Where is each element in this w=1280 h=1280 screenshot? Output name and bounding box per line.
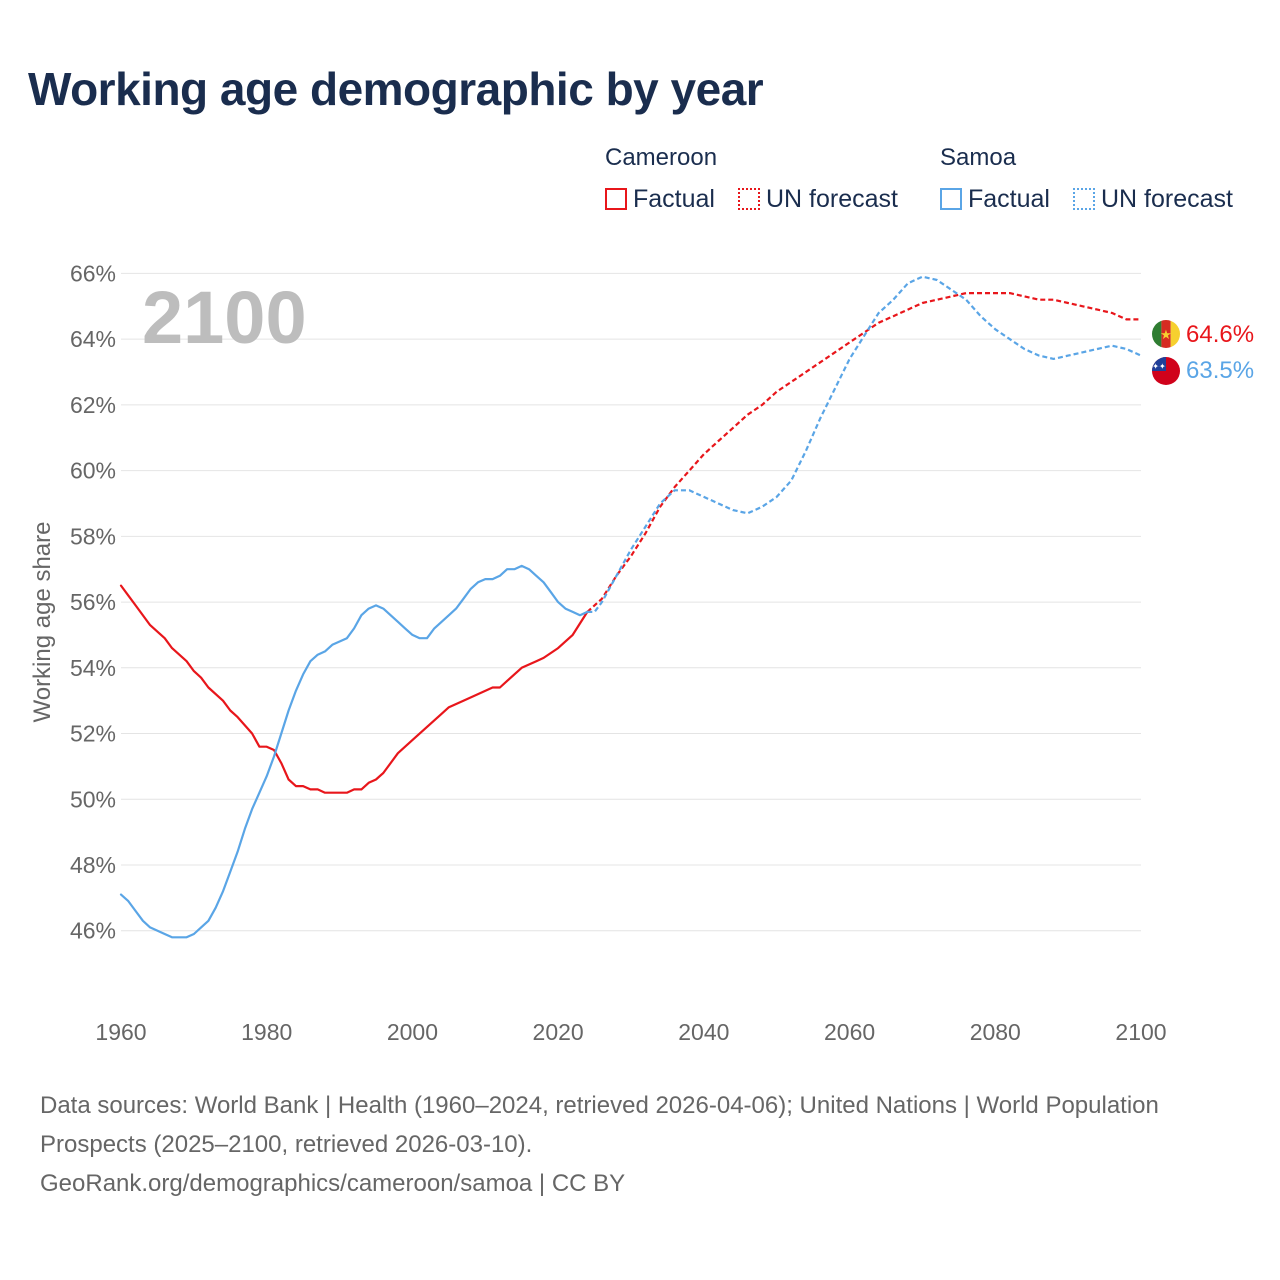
x-tick-label: 2000 bbox=[387, 1019, 438, 1045]
y-tick-label: 52% bbox=[70, 721, 116, 747]
line-chart: 46% 48% 50% 52% 54% 56% 58% 60% 62% 64% 66% 1960 198… bbox=[29, 260, 1254, 1045]
y-axis-label: Working age share bbox=[29, 522, 56, 723]
svg-text:★: ★ bbox=[1160, 328, 1172, 343]
x-tick-label: 1960 bbox=[95, 1019, 146, 1045]
samoa-end-label: 63.5% bbox=[1186, 357, 1254, 384]
source-link[interactable]: GeoRank.org/demographics/cameroon/samoa … bbox=[40, 1170, 626, 1197]
y-tick-label: 62% bbox=[70, 392, 116, 418]
x-tick-label: 2040 bbox=[678, 1019, 729, 1045]
y-tick-label: 58% bbox=[70, 523, 116, 549]
x-tick-label: 1980 bbox=[241, 1019, 292, 1045]
x-tick-label: 2020 bbox=[533, 1019, 584, 1045]
chart-title: Working age demographic by year bbox=[28, 63, 764, 115]
series-line-cameroon-forecast bbox=[586, 292, 1141, 613]
y-tick-label: 66% bbox=[70, 260, 116, 286]
svg-text:✦✦: ✦✦ bbox=[1152, 362, 1166, 371]
samoa-flag-icon: ✦✦ bbox=[1152, 357, 1180, 385]
y-tick-label: 46% bbox=[70, 918, 116, 944]
legend-group-samoa: Samoa bbox=[940, 144, 1017, 171]
x-tick-label: 2080 bbox=[970, 1019, 1021, 1045]
series-line-samoa-factual bbox=[119, 564, 589, 939]
gridlines bbox=[121, 272, 1141, 932]
axes: 46% 48% 50% 52% 54% 56% 58% 60% 62% 64% 66% 1960 198… bbox=[70, 260, 1167, 1045]
legend-label-samoa-factual: Factual bbox=[968, 184, 1050, 213]
y-tick-label: 54% bbox=[70, 655, 116, 681]
legend-swatch-samoa-forecast bbox=[1073, 188, 1095, 210]
legend-swatch-cameroon-forecast bbox=[738, 188, 760, 210]
cameroon-end-label: 64.6% bbox=[1186, 321, 1254, 348]
cameroon-flag-icon: ★ bbox=[1152, 320, 1180, 348]
legend-label-cameroon-factual: Factual bbox=[633, 184, 715, 213]
legend-label-samoa-forecast: UN forecast bbox=[1101, 184, 1233, 213]
legend-group-cameroon: Cameroon bbox=[605, 144, 718, 171]
legend-swatch-cameroon-factual bbox=[605, 188, 627, 210]
series-line-samoa-forecast bbox=[587, 275, 1142, 614]
legend-item-samoa-factual[interactable]: Factual bbox=[940, 184, 1050, 214]
legend-item-cameroon-forecast[interactable]: UN forecast bbox=[738, 184, 898, 214]
legend-item-cameroon-factual[interactable]: Factual bbox=[605, 184, 715, 214]
series-lines bbox=[119, 275, 1142, 939]
y-tick-label: 50% bbox=[70, 786, 116, 812]
year-watermark: 2100 bbox=[142, 276, 307, 359]
series-line-cameroon-factual bbox=[119, 584, 589, 794]
x-tick-label: 2100 bbox=[1115, 1019, 1166, 1045]
data-sources: Data sources: World Bank | Health (1960–… bbox=[40, 1092, 1159, 1158]
legend-swatch-samoa-factual bbox=[940, 188, 962, 210]
legend-item-samoa-forecast[interactable]: UN forecast bbox=[1073, 184, 1233, 214]
y-tick-label: 60% bbox=[70, 458, 116, 484]
y-tick-label: 48% bbox=[70, 852, 116, 878]
footer: Data sources: World Bank | Health (1960–… bbox=[40, 1086, 1240, 1203]
legend-label-cameroon-forecast: UN forecast bbox=[766, 184, 898, 213]
y-tick-label: 64% bbox=[70, 326, 116, 352]
y-tick-label: 56% bbox=[70, 589, 116, 615]
x-tick-label: 2060 bbox=[824, 1019, 875, 1045]
